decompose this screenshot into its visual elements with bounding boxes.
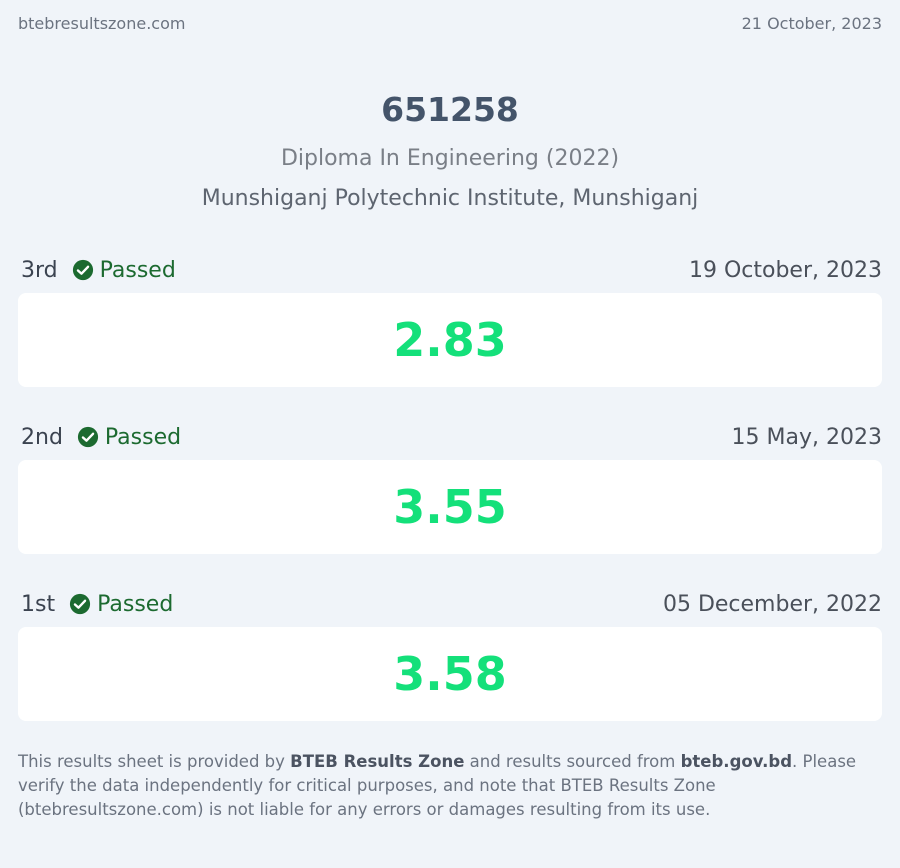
program-name: Diploma In Engineering (2022) — [280, 146, 620, 171]
result-date: 19 October, 2023 — [688, 257, 882, 283]
disclaimer-text-3: . Please verify the data independently f… — [18, 752, 857, 819]
result-header: 2nd Passed 15 May, 2023 — [18, 420, 882, 454]
disclaimer-brand: BTEB Results Zone — [290, 752, 465, 771]
roll-number: 651258 — [381, 90, 519, 129]
status-badge: Passed — [69, 592, 173, 617]
results-list: 3rd Passed 19 October, 2023 2.83 2nd — [18, 253, 882, 754]
gpa-card: 2.83 — [18, 293, 882, 387]
disclaimer-text-2: and results sourced from — [464, 752, 681, 771]
semester-label: 1st — [21, 591, 56, 617]
gpa-value: 3.58 — [393, 647, 507, 701]
status-text: Passed — [97, 591, 174, 617]
semester-label: 3rd — [21, 257, 58, 283]
generated-date: 21 October, 2023 — [741, 14, 882, 33]
gpa-card: 3.58 — [18, 627, 882, 721]
status-badge: Passed — [72, 258, 176, 283]
semester-label: 2nd — [21, 424, 63, 450]
result-header: 1st Passed 05 December, 2022 — [18, 587, 882, 621]
result-header: 3rd Passed 19 October, 2023 — [18, 253, 882, 287]
site-name[interactable]: btebresultszone.com — [18, 14, 186, 33]
top-bar: btebresultszone.com 21 October, 2023 — [18, 14, 882, 33]
student-header: 651258 Diploma In Engineering (2022) Mun… — [0, 88, 900, 214]
disclaimer-source: bteb.gov.bd — [680, 752, 793, 771]
result-item-2nd: 2nd Passed 15 May, 2023 3.55 — [18, 420, 882, 554]
status-text: Passed — [99, 257, 176, 283]
status-badge: Passed — [77, 425, 181, 450]
check-circle-icon — [70, 593, 91, 615]
disclaimer-text-1: This results sheet is provided by — [18, 752, 291, 771]
result-date: 15 May, 2023 — [731, 424, 882, 450]
gpa-value: 2.83 — [393, 313, 507, 367]
gpa-value: 3.55 — [393, 480, 507, 534]
result-item-3rd: 3rd Passed 19 October, 2023 2.83 — [18, 253, 882, 387]
check-circle-icon — [77, 426, 98, 448]
gpa-card: 3.55 — [18, 460, 882, 554]
check-circle-icon — [72, 259, 93, 281]
status-text: Passed — [104, 424, 182, 450]
institute-name: Munshiganj Polytechnic Institute, Munshi… — [201, 186, 699, 211]
result-date: 05 December, 2022 — [662, 591, 882, 617]
disclaimer: This results sheet is provided by BTEB R… — [18, 750, 860, 822]
result-item-1st: 1st Passed 05 December, 2022 3.58 — [18, 587, 882, 721]
